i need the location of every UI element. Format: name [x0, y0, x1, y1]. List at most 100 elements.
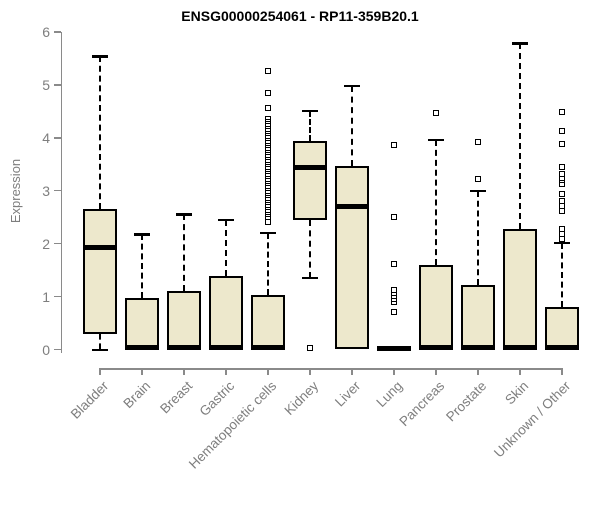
- outlier-point: [558, 141, 565, 148]
- lower-whisker-cap: [92, 348, 108, 351]
- outlier-point: [558, 226, 565, 233]
- median-line: [125, 345, 159, 351]
- outlier-point: [474, 139, 481, 146]
- y-tick-label-2: 2: [42, 235, 50, 252]
- upper-whisker-cap: [92, 55, 108, 58]
- median-line: [251, 345, 285, 351]
- upper-whisker: [141, 234, 143, 298]
- outlier-point: [264, 104, 271, 111]
- upper-whisker: [267, 232, 269, 295]
- box-iqr: [167, 290, 201, 350]
- box-iqr: [545, 307, 579, 350]
- y-tick-label-6: 6: [42, 23, 50, 40]
- median-line: [209, 345, 243, 351]
- box-iqr: [419, 264, 453, 350]
- y-tick-label-1: 1: [42, 288, 50, 305]
- outlier-point: [558, 127, 565, 134]
- outlier-point: [558, 163, 565, 170]
- upper-whisker: [183, 214, 185, 291]
- y-axis-tick: [54, 242, 61, 245]
- x-axis-tick: [99, 368, 101, 375]
- y-tick-label-5: 5: [42, 76, 50, 93]
- x-axis-tick: [435, 368, 437, 375]
- outlier-point: [558, 198, 565, 205]
- box-iqr: [251, 294, 285, 350]
- x-axis-line: [100, 368, 562, 370]
- median-line: [545, 345, 579, 351]
- upper-whisker-cap: [512, 42, 528, 45]
- outlier-point: [432, 109, 439, 116]
- box-iqr: [503, 229, 537, 350]
- outlier-point: [558, 171, 565, 178]
- outlier-point: [390, 308, 397, 315]
- median-line: [461, 345, 495, 351]
- x-axis-tick: [351, 368, 353, 375]
- median-line: [167, 345, 201, 351]
- box-iqr: [125, 297, 159, 350]
- upper-whisker: [561, 242, 563, 308]
- box-iqr: [209, 275, 243, 350]
- x-axis-tick: [393, 368, 395, 375]
- upper-whisker: [351, 85, 353, 166]
- upper-whisker-cap: [554, 241, 570, 245]
- outlier-point: [264, 89, 271, 96]
- x-axis-tick: [477, 368, 479, 375]
- x-axis-tick: [225, 368, 227, 375]
- x-axis-tick: [267, 368, 269, 375]
- box-iqr: [83, 209, 117, 335]
- y-axis-tick: [54, 31, 61, 33]
- outlier-point: [390, 213, 397, 220]
- outlier-point: [264, 68, 271, 75]
- median-line: [293, 164, 327, 170]
- outlier-point: [474, 175, 481, 182]
- median-line: [419, 345, 453, 351]
- y-axis-tick: [54, 348, 61, 351]
- upper-whisker-cap: [176, 213, 192, 216]
- x-axis-tick: [519, 368, 521, 375]
- upper-whisker-cap: [470, 189, 486, 193]
- chart-title: ENSG00000254061 - RP11-359B20.1: [181, 8, 419, 24]
- upper-whisker-cap: [428, 138, 444, 142]
- x-axis-tick: [183, 368, 185, 375]
- y-axis-line: [60, 32, 62, 353]
- x-axis-tick: [141, 368, 143, 375]
- upper-whisker-cap: [344, 84, 360, 88]
- median-line: [83, 245, 117, 251]
- upper-whisker-cap: [302, 109, 318, 113]
- upper-whisker: [309, 110, 311, 141]
- upper-whisker-cap: [218, 218, 234, 222]
- y-axis-tick: [54, 137, 61, 139]
- y-axis-tick: [54, 189, 61, 192]
- outlier-point: [390, 261, 397, 268]
- y-axis-tick: [54, 84, 61, 86]
- box-iqr: [293, 140, 327, 220]
- y-tick-label-4: 4: [42, 129, 50, 146]
- upper-whisker-cap: [134, 233, 150, 236]
- median-line: [503, 345, 537, 351]
- outlier-point: [264, 218, 271, 225]
- x-axis-tick: [309, 368, 311, 375]
- lower-whisker: [99, 334, 101, 350]
- lower-whisker-cap: [302, 276, 318, 280]
- y-tick-label-3: 3: [42, 182, 50, 199]
- box-iqr: [335, 165, 369, 350]
- outlier-point: [558, 236, 565, 243]
- upper-whisker: [477, 190, 479, 285]
- upper-whisker: [225, 219, 227, 276]
- y-axis-tick: [54, 295, 61, 298]
- outlier-point: [558, 191, 565, 198]
- outlier-point: [558, 108, 565, 115]
- outlier-point: [306, 344, 313, 351]
- outlier-point: [390, 286, 397, 293]
- upper-whisker: [435, 139, 437, 265]
- median-line: [377, 345, 411, 351]
- outlier-point: [390, 142, 397, 149]
- x-axis-tick: [561, 368, 563, 375]
- upper-whisker-cap: [260, 231, 276, 235]
- upper-whisker: [519, 43, 521, 230]
- y-tick-label-0: 0: [42, 341, 50, 358]
- upper-whisker: [99, 56, 101, 210]
- outlier-point: [558, 208, 565, 215]
- median-line: [335, 203, 369, 209]
